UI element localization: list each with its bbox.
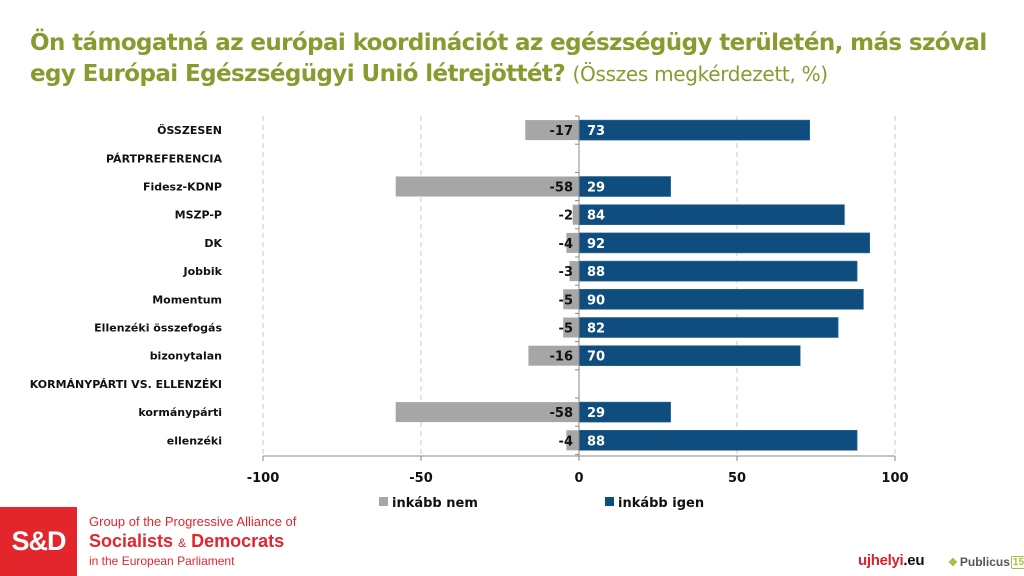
data-label-negative: -2: [559, 209, 573, 224]
category-label: Jobbik: [183, 265, 223, 278]
bar-negative: [395, 176, 579, 197]
sd-democrats: Democrats: [191, 531, 285, 551]
data-label-negative: -4: [559, 434, 573, 449]
legend-swatch: [379, 497, 388, 506]
data-label-positive: 92: [587, 237, 605, 252]
x-tick-label: -50: [409, 471, 433, 486]
data-label-positive: 88: [587, 265, 605, 280]
category-label: Ellenzéki összefogás: [94, 322, 222, 335]
category-label: DK: [204, 237, 222, 250]
x-tick-label: -100: [247, 471, 280, 486]
data-label-negative: -5: [559, 322, 573, 337]
bar-positive: [578, 260, 858, 282]
chart-subtitle: (Összes megkérdezett, %): [572, 62, 829, 86]
ujhelyi-text: ujhelyi: [858, 552, 904, 569]
bar-negative: [563, 317, 579, 338]
bar-positive: [578, 119, 810, 141]
bar-positive: [578, 232, 871, 254]
sd-logo: S&D: [0, 507, 77, 576]
publicus-logo: ❖ Publicus 15: [948, 555, 1024, 569]
ujhelyi-logo: ujhelyi.eu: [858, 552, 925, 569]
data-label-negative: -4: [559, 237, 573, 252]
category-labels: ÖSSZESEN PÁRTPREFERENCIA Fidesz-KDNP MSZP-P…: [30, 123, 223, 447]
category-label: Fidesz-KDNP: [143, 181, 222, 194]
publicus-text: Publicus: [959, 555, 1010, 569]
sd-group-name: Group of the Progressive Alliance of Soc…: [89, 514, 296, 569]
legend-swatch: [605, 497, 614, 506]
bar-positive: [578, 204, 845, 225]
bar-negative: [395, 402, 579, 423]
chart-title-main: Ön támogatná az európai koordinációt az …: [30, 30, 987, 87]
category-label: MSZP-P: [175, 209, 222, 222]
data-label-negative: -16: [550, 350, 574, 365]
x-tick-label: 50: [728, 471, 746, 486]
sd-socialists: Socialists: [89, 531, 174, 551]
legend-label: inkább nem: [392, 496, 478, 511]
category-label: KORMÁNYPÁRTI VS. ELLENZÉKI: [30, 378, 222, 391]
bar-negative: [566, 430, 579, 451]
bar-positive: [578, 288, 864, 310]
bar-negative: [528, 345, 579, 366]
sd-line-2: Socialists & Democrats: [89, 530, 296, 554]
data-label-negative: -5: [559, 293, 573, 308]
sd-line-3: in the European Parliament: [89, 554, 235, 568]
data-label-negative: -17: [550, 124, 574, 139]
publicus-diamond-icon: ❖: [948, 556, 958, 569]
data-label-negative: -58: [550, 181, 574, 196]
bar-negative: [569, 261, 579, 282]
data-label-positive: 29: [587, 406, 605, 421]
sd-line-1: Group of the Progressive Alliance of: [89, 514, 297, 529]
category-label: PÁRTPREFERENCIA: [106, 152, 222, 165]
gridlines: [262, 116, 896, 456]
bar-negative: [572, 204, 579, 225]
bar-positive: [578, 429, 858, 451]
legend: inkább nem inkább igen: [379, 496, 704, 511]
data-label-positive: 84: [587, 209, 605, 224]
data-label-positive: 73: [587, 124, 605, 139]
data-label-negative: -58: [550, 406, 574, 421]
bar-negative: [525, 120, 579, 141]
category-label: ellenzéki: [167, 434, 222, 447]
data-label-positive: 29: [587, 181, 605, 196]
sd-amp: &: [178, 536, 187, 550]
ujhelyi-eu: .eu: [903, 552, 925, 569]
bar-negative: [566, 232, 579, 253]
data-label-positive: 82: [587, 322, 605, 337]
x-tick-label: 100: [881, 471, 908, 486]
category-label: bizonytalan: [150, 350, 222, 363]
x-tick-label: 0: [574, 471, 583, 486]
bars: -17 73 -58 29 -2 84 -4 92 -3 88 -5 90 -5 82 -16 70 -58 29…: [395, 119, 871, 451]
bar-positive: [578, 317, 839, 338]
data-label-negative: -3: [559, 265, 573, 280]
x-axis: -100 -50 0 50 100: [247, 115, 909, 486]
legend-label: inkább igen: [618, 496, 704, 511]
category-label: Momentum: [152, 293, 222, 306]
data-label-positive: 90: [587, 293, 605, 308]
category-label: kormánypárti: [138, 406, 222, 419]
publicus-number: 15: [1010, 555, 1024, 569]
chart-title: Ön támogatná az európai koordinációt az …: [30, 28, 1010, 90]
category-label: ÖSSZESEN: [157, 123, 222, 137]
bar-positive: [578, 345, 801, 367]
data-label-positive: 88: [587, 434, 605, 449]
bar-negative: [563, 289, 579, 310]
data-label-positive: 70: [587, 350, 605, 365]
